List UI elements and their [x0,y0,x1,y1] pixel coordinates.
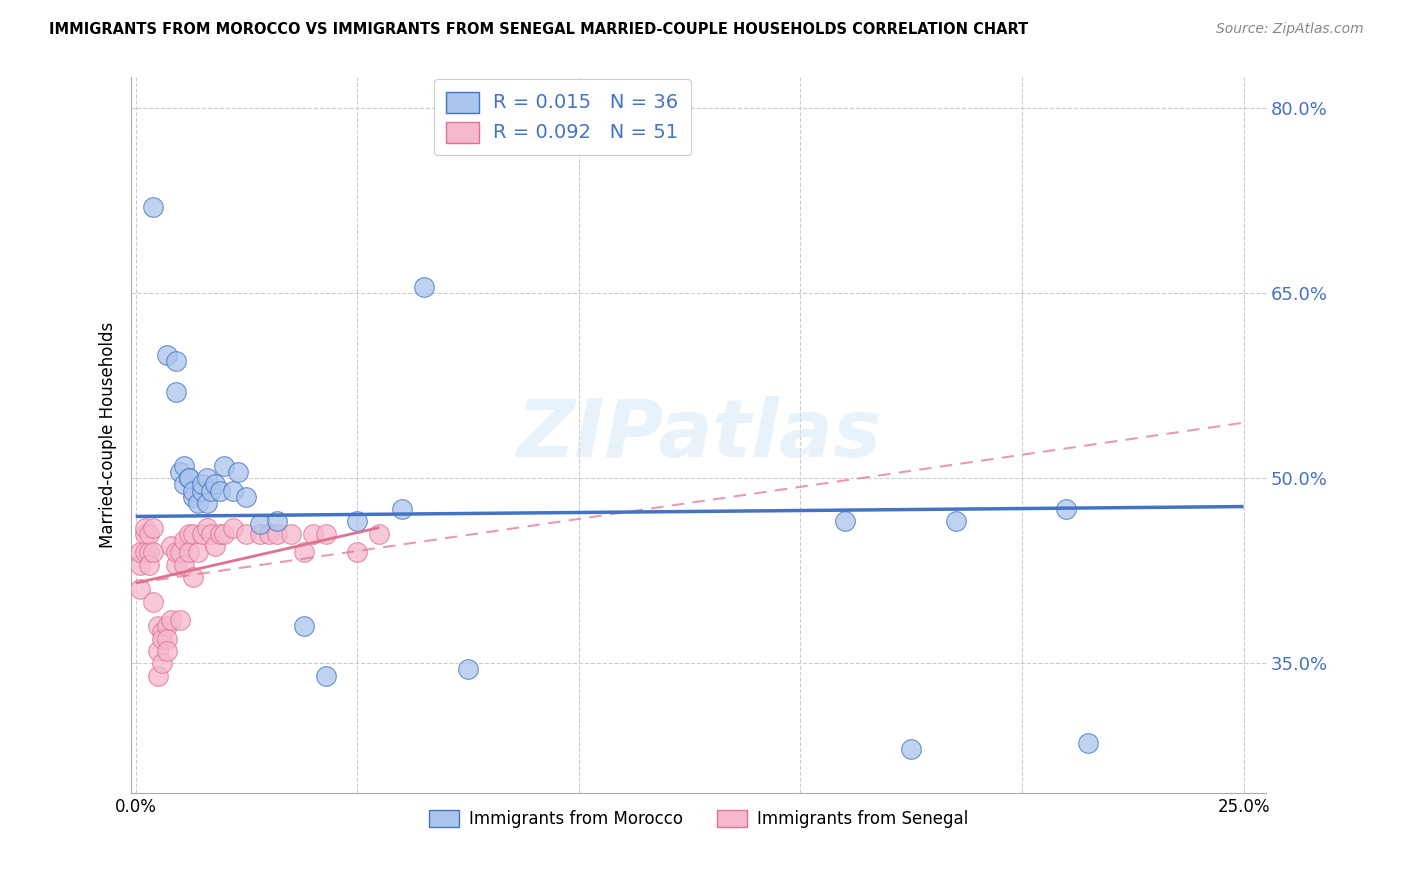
Point [173,477,195,491]
Point [302,526,325,541]
Point [160,613,183,627]
Point [177,526,200,541]
Point [165,354,187,368]
Point [138,558,160,572]
Point [412,280,434,294]
Point [1077,736,1099,750]
Point [165,558,187,572]
Point [187,545,209,559]
Point [315,526,337,541]
Point [214,526,236,541]
Point [457,662,479,676]
Point [156,619,179,633]
Point [391,502,413,516]
Point [200,483,222,498]
Point [173,458,195,473]
Point [150,625,173,640]
Point [181,570,204,584]
Point [156,348,179,362]
Point [208,483,231,498]
Point [129,582,152,597]
Point [134,526,156,541]
Point [150,632,173,646]
Point [142,594,165,608]
Point [134,545,156,559]
Point [142,545,165,559]
Point [129,558,152,572]
Text: ZIPatlas: ZIPatlas [516,396,882,474]
Point [156,632,179,646]
Point [129,545,152,559]
Point [195,520,218,534]
Point [146,668,169,682]
Point [222,483,245,498]
Point [138,526,160,541]
Point [191,477,214,491]
Point [346,545,368,559]
Point [142,200,165,214]
Point [315,668,337,682]
Point [280,526,302,541]
Point [177,471,200,485]
Point [165,384,187,399]
Point [173,533,195,547]
Point [169,545,191,559]
Point [214,458,236,473]
Point [222,520,245,534]
Point [235,526,257,541]
Point [150,656,173,670]
Y-axis label: Married-couple Households: Married-couple Households [100,322,117,549]
Point [146,619,169,633]
Point [292,619,315,633]
Point [181,490,204,504]
Point [249,526,271,541]
Point [249,516,271,531]
Point [134,520,156,534]
Point [165,545,187,559]
Point [181,483,204,498]
Point [257,526,280,541]
Text: IMMIGRANTS FROM MOROCCO VS IMMIGRANTS FROM SENEGAL MARRIED-COUPLE HOUSEHOLDS COR: IMMIGRANTS FROM MOROCCO VS IMMIGRANTS FR… [49,22,1028,37]
Point [173,558,195,572]
Point [900,742,922,756]
Point [200,526,222,541]
Point [368,526,391,541]
Point [945,514,967,528]
Point [169,613,191,627]
Point [292,545,315,559]
Point [204,477,226,491]
Point [266,514,288,528]
Point [191,483,214,498]
Point [191,526,214,541]
Point [160,539,183,553]
Point [266,526,288,541]
Point [169,465,191,479]
Point [156,644,179,658]
Text: Source: ZipAtlas.com: Source: ZipAtlas.com [1216,22,1364,37]
Point [226,465,249,479]
Point [235,490,257,504]
Point [208,526,231,541]
Point [195,496,218,510]
Point [187,496,209,510]
Legend: Immigrants from Morocco, Immigrants from Senegal: Immigrants from Morocco, Immigrants from… [423,803,974,834]
Point [138,545,160,559]
Point [142,520,165,534]
Point [177,545,200,559]
Point [346,514,368,528]
Point [181,526,204,541]
Point [146,644,169,658]
Point [834,514,856,528]
Point [204,539,226,553]
Point [1054,502,1077,516]
Point [177,471,200,485]
Point [195,471,218,485]
